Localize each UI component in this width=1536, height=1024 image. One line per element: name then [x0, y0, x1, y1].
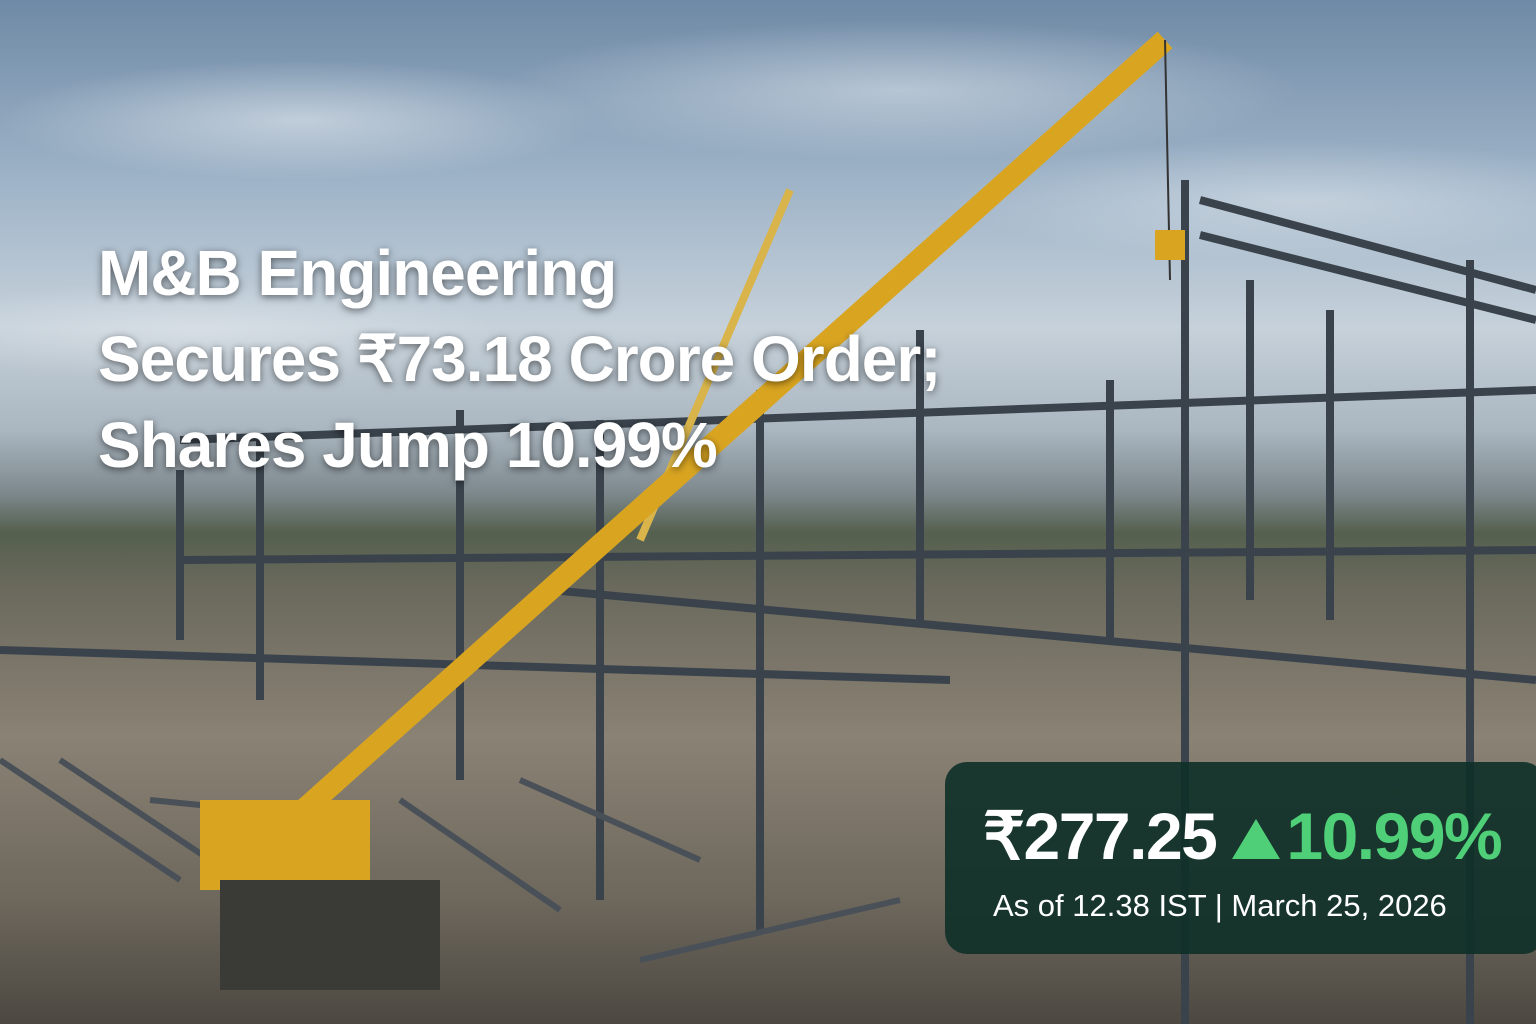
crane	[200, 31, 1185, 990]
stock-price: ₹277.25	[983, 799, 1218, 873]
steel-frame	[0, 180, 1536, 1024]
headline: M&B Engineering Secures ₹73.18 Crore Ord…	[98, 230, 942, 488]
triangle-up-icon	[1232, 819, 1281, 859]
ground-beams	[0, 757, 901, 963]
stock-price-card: ₹277.25 10.99% As of 12.38 IST | March 2…	[945, 762, 1536, 954]
change-percent: 10.99%	[1286, 799, 1502, 873]
as-of-timestamp: As of 12.38 IST | March 25, 2026	[993, 888, 1447, 923]
headline-line: Secures ₹73.18 Crore Order;	[98, 323, 942, 395]
headline-line: M&B Engineering	[98, 237, 617, 309]
price-change: 10.99%	[1232, 798, 1503, 874]
headline-line: Shares Jump 10.99%	[98, 409, 718, 481]
price-row: ₹277.25 10.99%	[983, 798, 1503, 875]
